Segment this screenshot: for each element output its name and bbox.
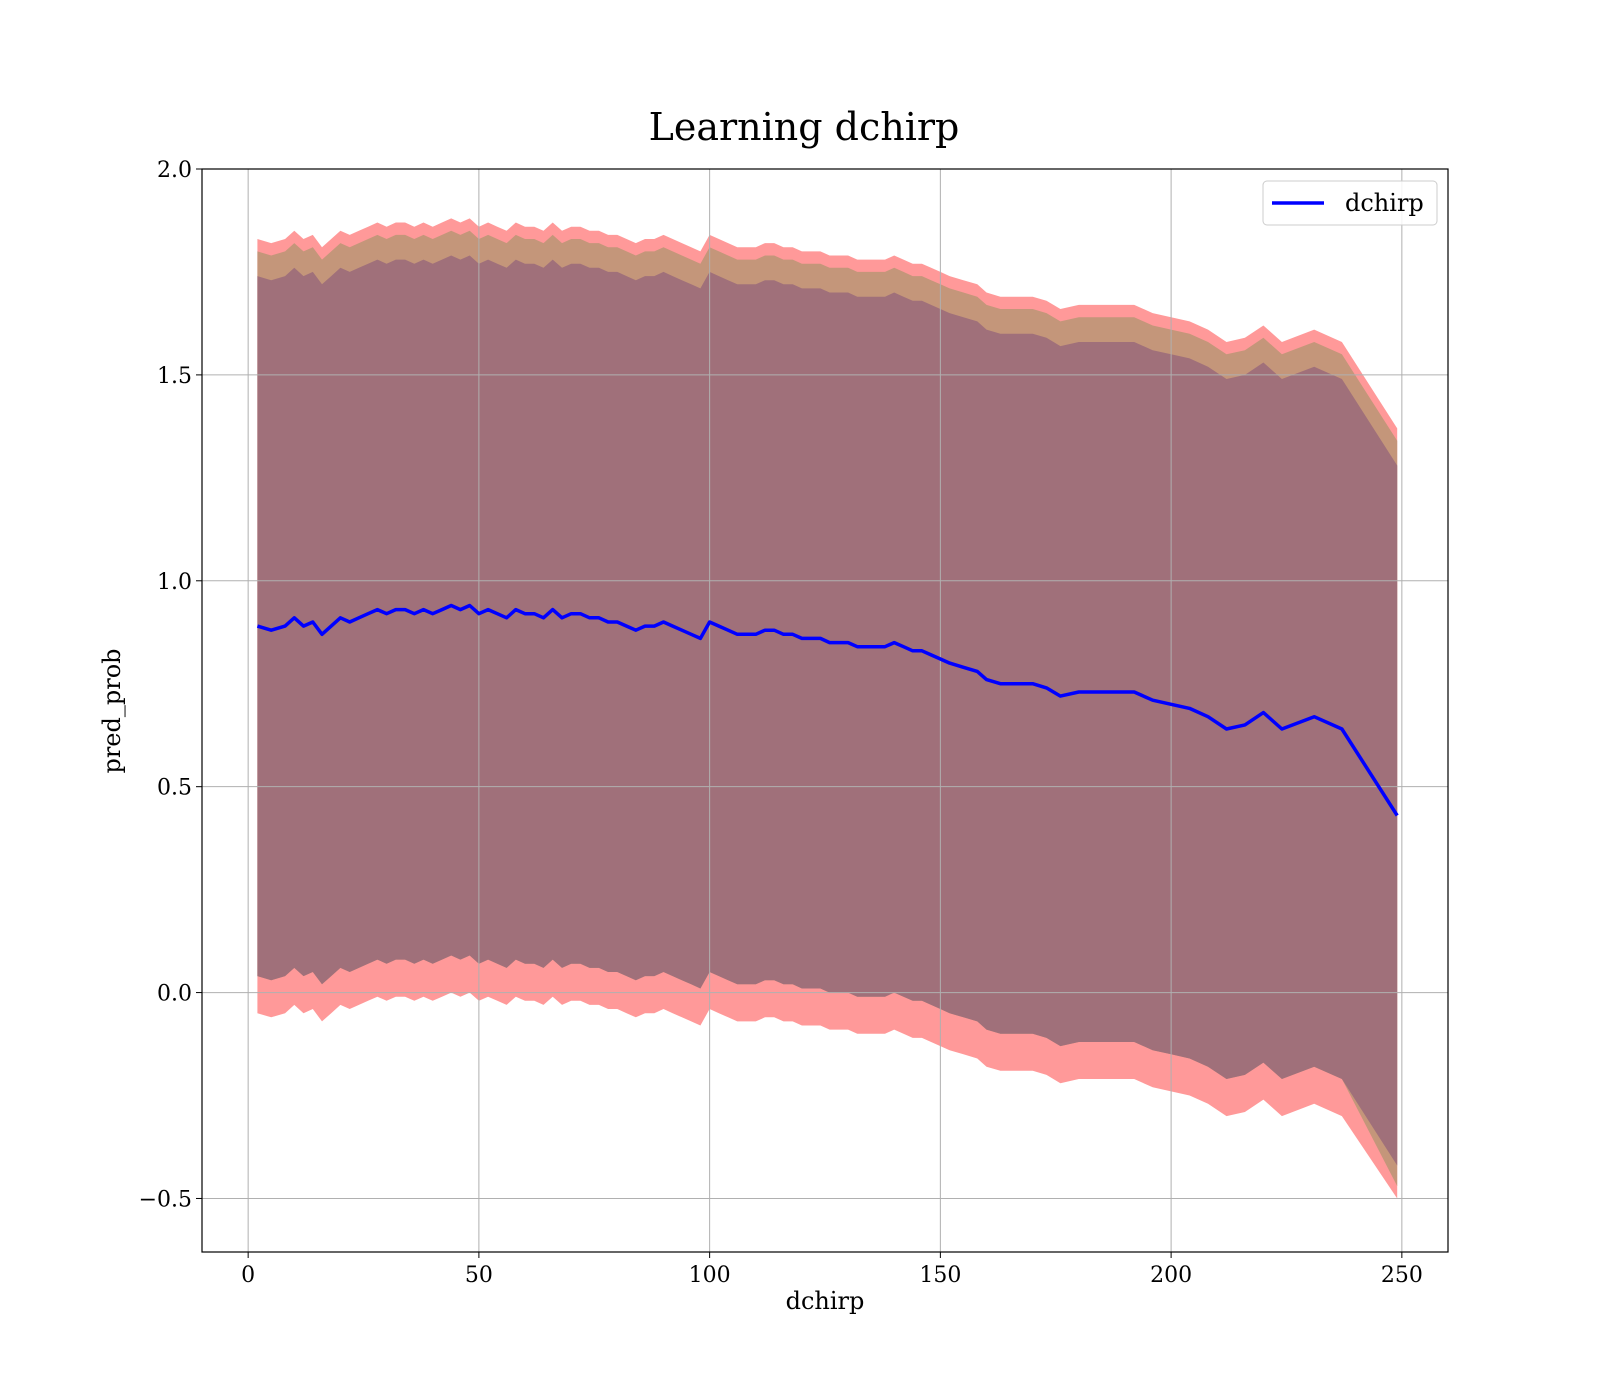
plot-frame: [201, 168, 1449, 1253]
series-lines: [256, 603, 1399, 817]
series-line-dchirp: [256, 603, 1399, 817]
legend-box: [1262, 180, 1438, 226]
y-tick-label: 1.0: [157, 570, 192, 595]
chart-title: Learning dchirp: [649, 105, 960, 149]
x-tick-label: 150: [919, 1263, 961, 1288]
y-tick-label: −0.5: [139, 1187, 192, 1212]
x-tick-label: 100: [689, 1263, 731, 1288]
confidence-bands: [257, 218, 1398, 1199]
band-inner: [257, 255, 1398, 1166]
grid: [202, 168, 1448, 1252]
x-axis-title: dchirp: [786, 1287, 865, 1315]
x-tick-label: 50: [465, 1263, 493, 1288]
y-tick-label: 1.5: [157, 364, 192, 389]
y-tick-label: 0.0: [157, 982, 192, 1007]
legend-label-dchirp: dchirp: [1345, 189, 1424, 217]
y-axis-ticks: −0.5 0.0 0.5 1.0 1.5 2.0: [139, 158, 202, 1212]
y-tick-label: 0.5: [157, 776, 192, 801]
x-axis-ticks: 0 50 100 150 200 250: [241, 1252, 1423, 1288]
x-tick-label: 250: [1381, 1263, 1423, 1288]
y-axis-title: pred_prob: [98, 648, 126, 773]
y-tick-label: 2.0: [157, 158, 192, 183]
legend: dchirp: [1262, 180, 1438, 226]
x-tick-label: 200: [1150, 1263, 1192, 1288]
x-tick-label: 0: [241, 1263, 255, 1288]
